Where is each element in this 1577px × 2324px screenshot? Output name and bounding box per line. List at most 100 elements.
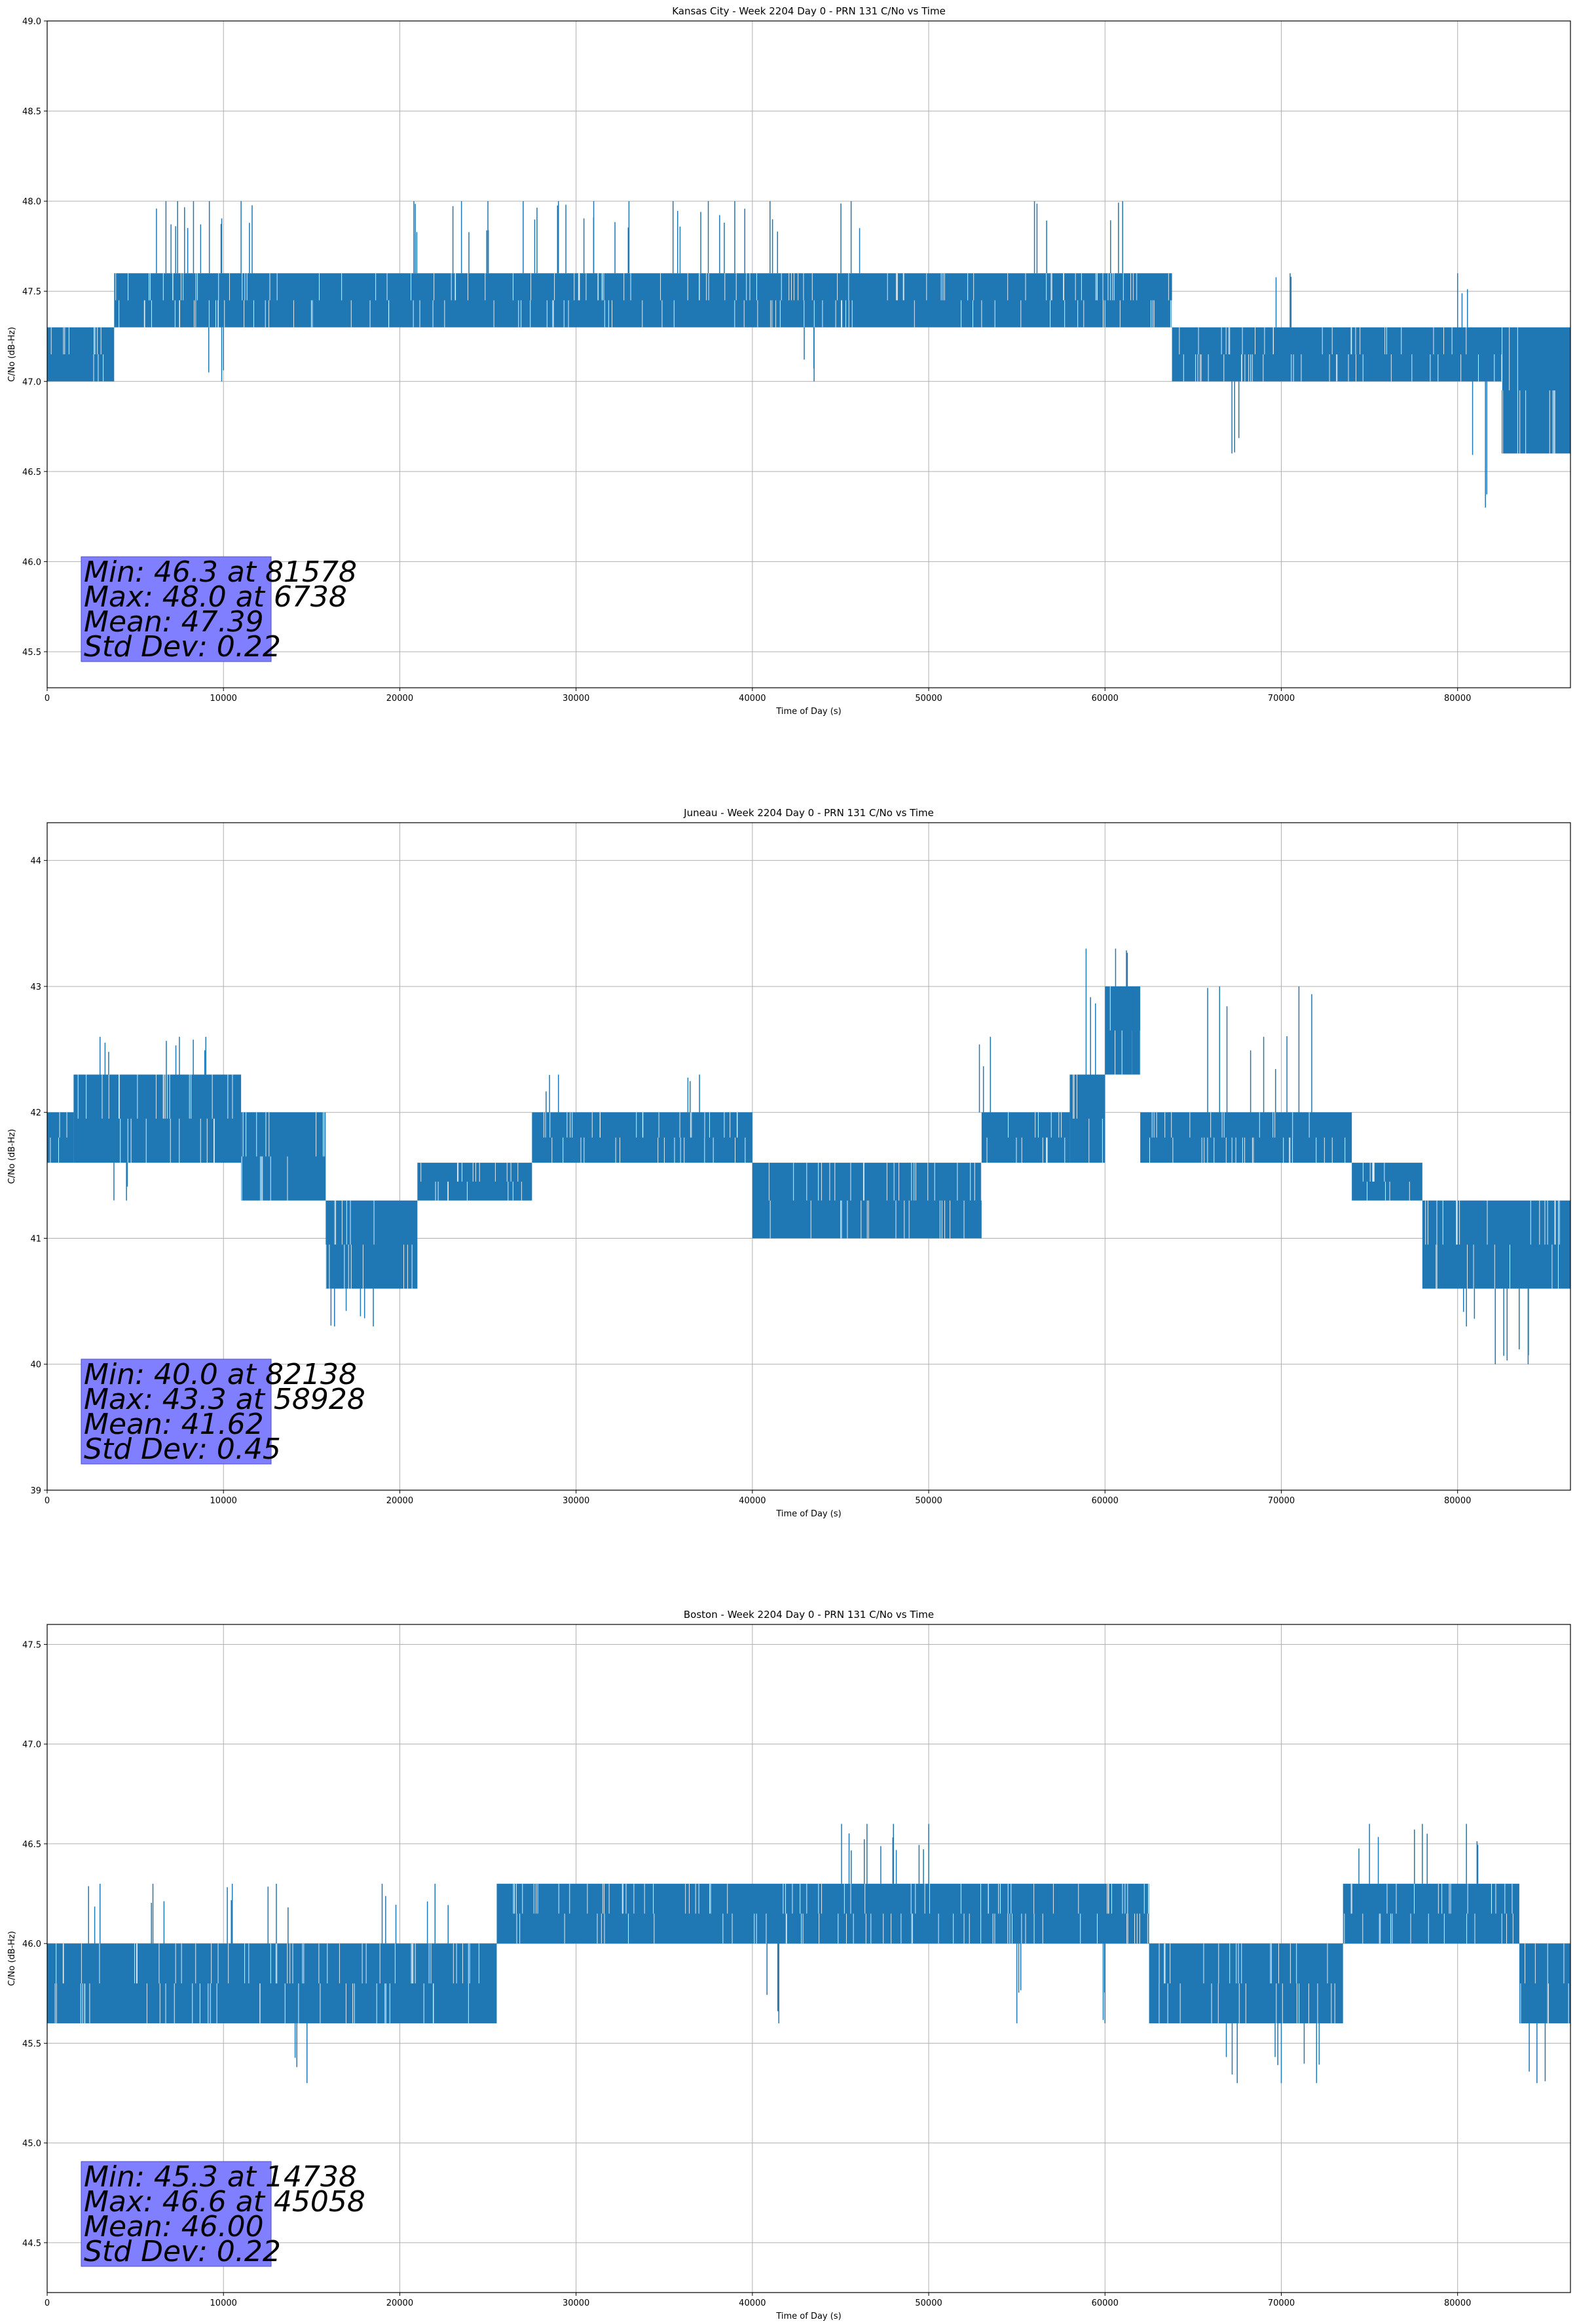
x-tick-label: 60000 [1092, 694, 1119, 703]
x-tick-label: 60000 [1092, 2298, 1119, 2308]
plot-frame [46, 20, 1571, 688]
series-band [114, 273, 1172, 328]
x-tick-label: 20000 [386, 694, 413, 703]
x-tick-label: 40000 [739, 1496, 766, 1506]
stat-std: Std Dev: 0.45 [84, 1433, 281, 1466]
series-band [47, 1112, 74, 1163]
y-tick-label: 42 [30, 1108, 41, 1118]
y-tick-label: 48.0 [22, 197, 41, 207]
chart-3: 0 10000 20000 30000 40000 50000 60000 70000 8000… [7, 1609, 1571, 2321]
y-tick-label: 44.5 [22, 2239, 41, 2249]
x-tick-label: 30000 [563, 2298, 589, 2308]
series-group [47, 1824, 1570, 2084]
x-tick-label: 20000 [386, 2298, 413, 2308]
plot-frame [46, 822, 1571, 1491]
stat-max: Max: 48.0 at 6738 [84, 580, 347, 614]
y-tick-label: 45.0 [22, 2139, 41, 2149]
y-tick-label: 47.0 [22, 377, 41, 387]
stats-box [81, 1359, 272, 1465]
x-tick-label: 40000 [739, 694, 766, 703]
x-tick-label: 70000 [1268, 694, 1295, 703]
x-axis-label: Time of Day (s) [775, 707, 841, 717]
x-tick-label: 20000 [386, 1496, 413, 1506]
x-tick-label: 10000 [210, 1496, 237, 1506]
stat-min: Min: 45.3 at 14738 [84, 2160, 357, 2194]
stats-box [81, 556, 272, 662]
series-band [1352, 1163, 1422, 1201]
plot-frame [46, 1624, 1571, 2293]
x-tick-label: 0 [45, 694, 50, 703]
x-tick-label: 30000 [563, 694, 589, 703]
stat-min: Min: 46.3 at 81578 [84, 555, 357, 589]
series-band [47, 1943, 497, 2023]
x-tick-label: 80000 [1444, 694, 1471, 703]
stat-mean: Mean: 46.00 [84, 2210, 264, 2243]
y-tick-label: 45.5 [22, 2039, 41, 2049]
x-axis-label: Time of Day (s) [775, 1509, 841, 1519]
series-band [1422, 1200, 1570, 1289]
series-band [1343, 1883, 1519, 1944]
x-tick-label: 80000 [1444, 2298, 1471, 2308]
series-band [1069, 1074, 1105, 1163]
x-tick-label: 0 [45, 1496, 50, 1506]
series-band [417, 1163, 532, 1201]
stat-mean: Mean: 47.39 [84, 605, 264, 639]
x-axis-label: Time of Day (s) [775, 2312, 841, 2321]
series-band [1105, 986, 1141, 1075]
chart-2: 0 10000 20000 30000 40000 50000 60000 70000 8000… [7, 807, 1571, 1519]
stat-mean: Mean: 41.62 [84, 1408, 264, 1441]
y-tick-label: 47.5 [22, 288, 41, 297]
y-tick-label: 39 [30, 1486, 41, 1496]
y-tick-label: 44 [30, 857, 41, 867]
y-tick-label: 47.5 [22, 1640, 41, 1650]
series-group [47, 948, 1570, 1364]
y-tick-label: 46.5 [22, 1840, 41, 1850]
x-tick-label: 10000 [210, 694, 237, 703]
y-axis-label: C/No (dB-Hz) [7, 327, 17, 382]
x-tick-label: 80000 [1444, 1496, 1471, 1506]
stat-std: Std Dev: 0.22 [84, 2235, 281, 2268]
stat-max: Max: 43.3 at 58928 [84, 1383, 365, 1416]
y-tick-label: 47.0 [22, 1740, 41, 1750]
stats-box [81, 2161, 272, 2267]
x-tick-label: 40000 [739, 2298, 766, 2308]
series-band [496, 1883, 1149, 1944]
y-tick-label: 48.5 [22, 107, 41, 117]
y-axis-label: C/No (dB-Hz) [7, 1931, 17, 1986]
x-tick-label: 50000 [915, 694, 942, 703]
series-band [1140, 1112, 1352, 1163]
y-tick-label: 46.0 [22, 557, 41, 567]
x-tick-label: 50000 [915, 2298, 942, 2308]
series-band [981, 1112, 1070, 1163]
series-band [325, 1200, 418, 1289]
y-tick-label: 41 [30, 1234, 41, 1244]
series-band [47, 327, 115, 382]
stat-min: Min: 40.0 at 82138 [84, 1358, 357, 1391]
x-tick-label: 50000 [915, 1496, 942, 1506]
stat-max: Max: 46.6 at 45058 [84, 2185, 365, 2219]
series-band [532, 1112, 752, 1163]
x-tick-label: 30000 [563, 1496, 589, 1506]
series-band [241, 1112, 326, 1201]
x-tick-label: 0 [45, 2298, 50, 2308]
y-tick-label: 45.5 [22, 648, 41, 658]
series-group [47, 201, 1570, 508]
y-axis-label: C/No (dB-Hz) [7, 1129, 17, 1184]
x-tick-label: 60000 [1092, 1496, 1119, 1506]
chart-title: Juneau - Week 2204 Day 0 - PRN 131 C/No … [683, 807, 934, 819]
y-tick-label: 46.5 [22, 468, 41, 478]
y-tick-label: 46.0 [22, 1940, 41, 1949]
series-band [73, 1074, 242, 1163]
y-tick-label: 43 [30, 983, 41, 992]
chart-title: Boston - Week 2204 Day 0 - PRN 131 C/No … [684, 1609, 934, 1621]
series-band [1519, 1943, 1570, 2023]
chart-1: 0 10000 20000 30000 40000 50000 60000 70000 8000… [7, 5, 1571, 717]
stat-std: Std Dev: 0.22 [84, 630, 281, 664]
x-tick-label: 70000 [1268, 1496, 1295, 1506]
chart-title: Kansas City - Week 2204 Day 0 - PRN 131 … [672, 5, 946, 17]
series-band [1502, 327, 1570, 454]
y-tick-label: 40 [30, 1360, 41, 1370]
y-tick-label: 49.0 [22, 17, 41, 27]
x-tick-label: 70000 [1268, 2298, 1295, 2308]
